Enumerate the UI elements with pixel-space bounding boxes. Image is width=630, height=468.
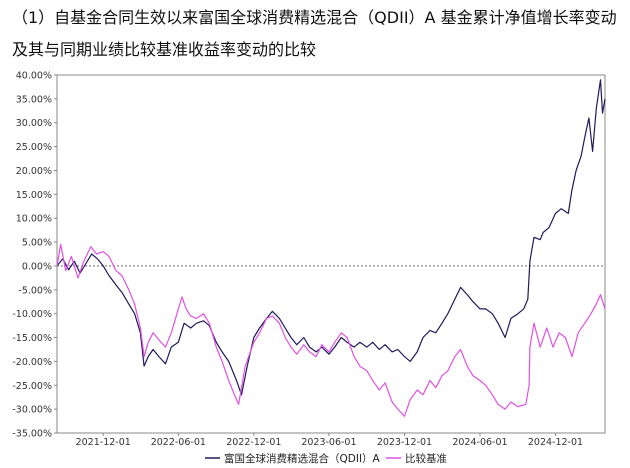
y-tick-label: -10.00% <box>12 309 52 320</box>
legend-label-fund: 富国全球消费精选混合（QDII）A <box>224 452 381 465</box>
y-tick-label: 5.00% <box>22 238 52 249</box>
y-tick-label: -15.00% <box>12 333 52 344</box>
plot-area-frame <box>57 75 605 433</box>
y-tick-label: 25.00% <box>16 142 52 153</box>
y-tick-label: 40.00% <box>16 71 52 82</box>
y-tick-label: 30.00% <box>16 118 52 129</box>
y-tick-label: -20.00% <box>12 357 52 368</box>
y-tick-label: 0.00% <box>22 261 52 272</box>
y-tick-label: -35.00% <box>12 429 52 440</box>
x-tick-label: 2023-06-01 <box>301 437 356 448</box>
y-tick-label: 20.00% <box>16 166 52 177</box>
y-tick-label: -25.00% <box>12 381 52 392</box>
y-tick-label: 10.00% <box>16 214 52 225</box>
x-tick-label: 2024-06-01 <box>452 437 507 448</box>
x-tick-label: 2021-12-01 <box>76 437 131 448</box>
y-axis: 40.00% 35.00% 30.00% 25.00% 20.00% 15.00% 10.0… <box>12 71 57 440</box>
x-tick-label: 2022-06-01 <box>151 437 206 448</box>
x-axis: 2021-12-01 2022-06-01 2022-12-01 2023-06-01… <box>76 433 583 448</box>
series-layer <box>57 80 605 417</box>
y-tick-label: -5.00% <box>18 285 52 296</box>
y-tick-label: 35.00% <box>16 94 52 105</box>
y-tick-label: -30.00% <box>12 405 52 416</box>
x-tick-label: 2024-12-01 <box>528 437 583 448</box>
x-tick-label: 2023-12-01 <box>377 437 432 448</box>
x-tick-label: 2022-12-01 <box>226 437 281 448</box>
legend: 富国全球消费精选混合（QDII）A 比较基准 <box>205 452 447 465</box>
legend-label-benchmark: 比较基准 <box>405 452 447 465</box>
y-tick-label: 15.00% <box>16 190 52 201</box>
